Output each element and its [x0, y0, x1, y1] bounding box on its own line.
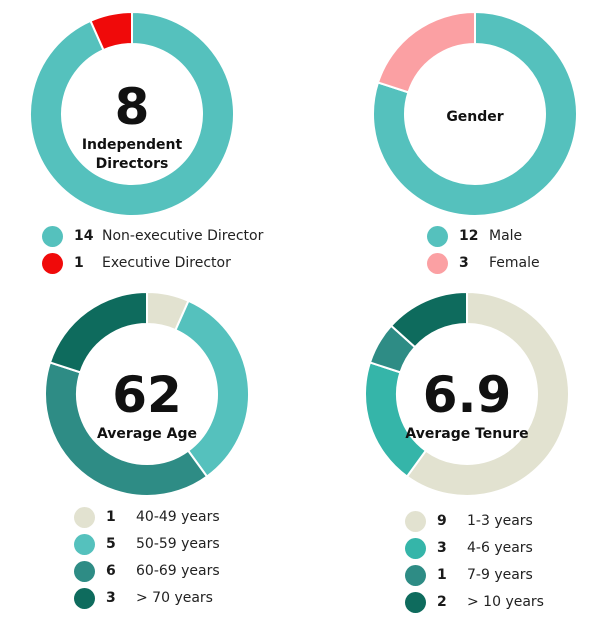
legend-item: 3 > 70 years: [74, 587, 213, 609]
legend-item: 12 Male: [427, 225, 522, 247]
legend-label: 50-59 years: [136, 536, 220, 552]
center-value: 8: [115, 78, 150, 136]
legend-label: > 10 years: [467, 594, 544, 610]
legend-item: 6 60-69 years: [74, 560, 220, 582]
legend-label: Executive Director: [102, 255, 231, 271]
center-value: 6.9: [423, 366, 512, 424]
legend-swatch: [42, 225, 63, 247]
legend-swatch: [74, 560, 95, 582]
donut-slice: [44, 361, 209, 497]
center-label: Average Tenure: [405, 426, 528, 442]
legend-label: Male: [489, 228, 523, 244]
donut-slice: [376, 10, 476, 94]
legend-swatch: [427, 225, 448, 247]
legend-count: 3: [459, 255, 469, 271]
legend-swatch: [427, 252, 448, 274]
donut-slice: [389, 290, 468, 349]
legend-count: 1: [106, 509, 116, 525]
center-label: Gender: [446, 109, 503, 125]
legend-count: 3: [106, 590, 116, 606]
legend-label: Non-executive Director: [102, 228, 264, 244]
legend-swatch: [405, 510, 426, 532]
legend-count: 9: [437, 513, 447, 529]
donut-average-age: 62 Average Age: [44, 290, 250, 497]
legend-item: 5 50-59 years: [74, 533, 220, 555]
center-label: Independent: [82, 137, 183, 153]
legend-count: 1: [74, 255, 84, 271]
center-label: Directors: [96, 156, 169, 172]
donut-slice: [48, 290, 148, 374]
legend-label: 40-49 years: [136, 509, 220, 525]
legend-item: 1 Executive Director: [42, 252, 231, 274]
legend-count: 3: [437, 540, 447, 556]
donut-slice: [405, 290, 570, 497]
center-value: 62: [112, 366, 182, 424]
legend-count: 1: [437, 567, 447, 583]
legend-label: 1-3 years: [467, 513, 533, 529]
donut-slice: [364, 361, 428, 478]
donut-slice: [372, 10, 578, 217]
donut-gender: Gender: [372, 10, 578, 217]
legend-item: 3 Female: [427, 252, 540, 274]
legend-label: Female: [489, 255, 540, 271]
legend-label: 7-9 years: [467, 567, 533, 583]
donut-slice: [29, 10, 235, 217]
legend-count: 5: [106, 536, 116, 552]
donut-slice: [89, 10, 133, 52]
center-label: Average Age: [97, 426, 197, 442]
legend-swatch: [405, 564, 426, 586]
legend-count: 14: [74, 228, 94, 244]
legend-swatch: [74, 506, 95, 528]
legend-item: 1 7-9 years: [405, 564, 533, 586]
donut-average-tenure: 6.9 Average Tenure: [364, 290, 570, 497]
legend-swatch: [405, 537, 426, 559]
legend-label: 60-69 years: [136, 563, 220, 579]
legend-item: 1 40-49 years: [74, 506, 220, 528]
legend-item: 14 Non-executive Director: [42, 225, 263, 247]
legend-swatch: [74, 587, 95, 609]
legend-item: 9 1-3 years: [405, 510, 533, 532]
legend-swatch: [74, 533, 95, 555]
legend-count: 6: [106, 563, 116, 579]
legend-count: 12: [459, 228, 479, 244]
legend-label: > 70 years: [136, 590, 213, 606]
legend-swatch: [405, 591, 426, 613]
legend-label: 4-6 years: [467, 540, 533, 556]
legend-count: 2: [437, 594, 447, 610]
donut-slice: [174, 299, 250, 478]
legend-item: 2 > 10 years: [405, 591, 544, 613]
legend-swatch: [42, 252, 63, 274]
legend-item: 3 4-6 years: [405, 537, 533, 559]
